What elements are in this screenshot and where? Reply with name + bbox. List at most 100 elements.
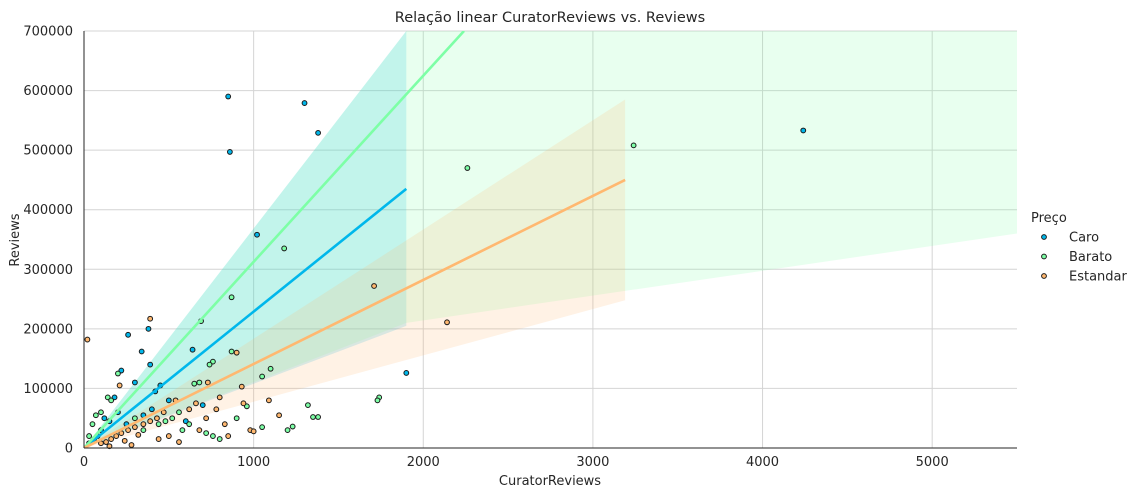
point-caro xyxy=(403,370,410,376)
point-estandar xyxy=(131,424,138,431)
y-axis-title: Reviews xyxy=(8,213,23,266)
point-barato xyxy=(630,142,637,149)
point-estandar xyxy=(225,433,232,439)
point-barato xyxy=(267,365,274,372)
y-tick-label: 600000 xyxy=(23,84,73,99)
axes: 0 1000 2000 3000 4000 5000 0 100000 200000 300000… xyxy=(23,25,1017,470)
point-caro xyxy=(800,127,807,134)
point-barato xyxy=(191,380,198,387)
point-caro xyxy=(199,402,206,409)
point-barato xyxy=(131,415,138,422)
point-estandar xyxy=(196,427,203,434)
point-estandar xyxy=(116,382,123,389)
x-tick-label: 4000 xyxy=(746,455,779,470)
x-tick-label: 0 xyxy=(80,455,88,470)
x-tick-label: 2000 xyxy=(407,455,440,470)
point-barato xyxy=(179,427,186,434)
point-barato xyxy=(210,433,216,439)
x-tick-label: 3000 xyxy=(576,455,609,470)
legend-marker-barato xyxy=(1041,253,1047,260)
point-barato xyxy=(98,409,104,416)
legend-marker-estandar xyxy=(1041,273,1047,279)
point-barato xyxy=(176,409,182,416)
point-caro xyxy=(131,379,138,386)
ci-band-barato xyxy=(84,31,1017,448)
x-tick-label: 1000 xyxy=(237,455,270,470)
point-estandar xyxy=(213,406,220,413)
point-estandar xyxy=(221,421,228,428)
point-caro xyxy=(101,415,108,422)
point-estandar xyxy=(193,400,199,407)
x-tick-label: 5000 xyxy=(916,455,949,470)
point-caro xyxy=(315,129,321,136)
y-tick-label: 300000 xyxy=(23,263,73,278)
regression-line-barato xyxy=(84,31,465,448)
point-barato xyxy=(464,165,471,171)
point-barato xyxy=(162,418,169,425)
point-estandar xyxy=(147,418,154,425)
point-estandar xyxy=(106,443,113,450)
point-estandar xyxy=(250,428,257,435)
point-barato xyxy=(169,415,176,422)
point-estandar xyxy=(128,442,135,448)
point-caro xyxy=(226,149,233,155)
point-estandar xyxy=(238,383,245,390)
point-caro xyxy=(138,348,145,355)
point-estandar xyxy=(204,379,211,386)
point-estandar xyxy=(125,427,132,434)
legend-marker-caro xyxy=(1041,234,1047,240)
point-barato xyxy=(115,370,121,377)
point-estandar xyxy=(444,319,450,326)
point-barato xyxy=(289,423,296,430)
y-tick-label: 0 xyxy=(65,442,73,457)
point-barato xyxy=(196,379,203,386)
point-caro xyxy=(225,93,232,100)
point-caro xyxy=(301,100,308,106)
point-barato xyxy=(108,397,115,404)
confidence-bands xyxy=(84,31,1017,448)
point-estandar xyxy=(155,436,162,442)
point-caro xyxy=(125,331,132,338)
point-estandar xyxy=(165,433,172,439)
legend-label-caro: Caro xyxy=(1069,231,1099,246)
point-caro xyxy=(148,406,155,413)
regression-lines xyxy=(84,31,626,448)
point-barato xyxy=(140,427,147,434)
point-barato xyxy=(233,415,240,422)
legend-label-barato: Barato xyxy=(1069,250,1112,265)
regression-line-estandar xyxy=(84,178,626,448)
point-caro xyxy=(165,397,172,404)
point-barato xyxy=(374,397,381,404)
point-barato xyxy=(186,421,193,428)
point-barato xyxy=(92,412,99,419)
y-tick-label: 100000 xyxy=(23,382,73,397)
point-caro xyxy=(147,361,154,368)
point-estandar xyxy=(154,415,160,422)
point-barato xyxy=(259,424,266,431)
y-tick-label: 500000 xyxy=(23,144,73,159)
y-tick-label: 400000 xyxy=(23,203,73,218)
point-estandar xyxy=(147,315,154,322)
point-barato xyxy=(305,402,311,409)
point-barato xyxy=(259,373,266,380)
point-estandar xyxy=(276,412,282,419)
point-caro xyxy=(145,325,152,332)
ci-band-estandar xyxy=(84,99,626,448)
point-estandar xyxy=(186,406,193,413)
point-estandar xyxy=(176,439,182,445)
chart-title: Relação linear CuratorReviews vs. Review… xyxy=(395,10,705,26)
point-barato xyxy=(206,361,213,368)
legend: Preço Caro Barato Estandar xyxy=(1031,211,1128,285)
point-caro xyxy=(189,346,196,353)
grid xyxy=(83,30,1017,449)
point-barato xyxy=(86,433,92,439)
point-barato xyxy=(281,245,288,252)
point-barato xyxy=(228,348,235,355)
y-tick-label: 700000 xyxy=(23,25,73,40)
point-barato xyxy=(155,421,162,428)
legend-title: Preço xyxy=(1031,211,1067,226)
point-barato xyxy=(228,294,235,301)
point-estandar xyxy=(103,439,109,445)
legend-label-estandar: Estandar xyxy=(1069,270,1128,285)
